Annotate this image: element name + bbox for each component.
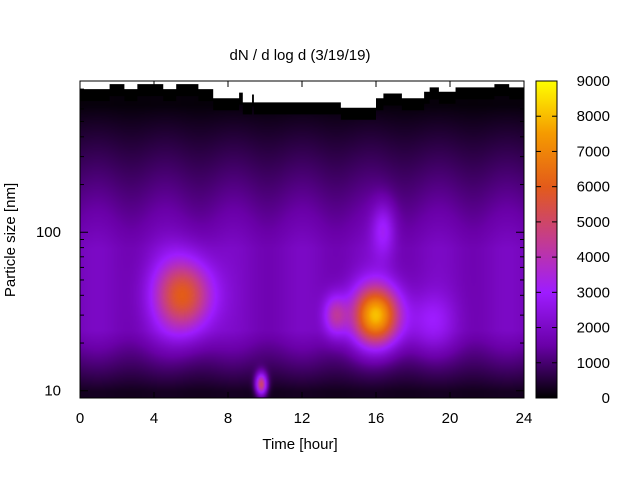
x-tick-label: 4 (150, 410, 158, 427)
y-tick-label: 100 (36, 224, 61, 241)
colorbar-tick-label: 0 (602, 390, 610, 407)
heatmap-area (80, 81, 524, 398)
colorbar-tick-label: 7000 (577, 143, 610, 160)
colorbar-tick-label: 3000 (577, 284, 610, 301)
cutoff-blank-region (80, 81, 524, 108)
colorbar-fill (536, 81, 557, 398)
colorbar: 0 1000 2000 3000 4000 5000 6000 7000 8000 9000 (535, 73, 610, 407)
x-axis-label: Time [hour] (262, 436, 337, 453)
colorbar-tick-label: 4000 (577, 249, 610, 266)
x-tick-label: 0 (76, 410, 84, 427)
y-axis: 10 100 (36, 80, 524, 400)
x-axis: 0 4 8 12 16 20 24 (76, 81, 533, 427)
x-tick-label: 20 (442, 410, 459, 427)
chart-title: dN / d log d (3/19/19) (230, 47, 371, 64)
colorbar-frame (535, 80, 558, 399)
colorbar-ticks: 0 1000 2000 3000 4000 5000 6000 7000 8000 9000 (536, 73, 610, 407)
x-tick-label: 16 (368, 410, 385, 427)
x-tick-label: 24 (516, 410, 533, 427)
y-tick-label: 10 (44, 383, 61, 400)
upper-cutoff-region (80, 81, 524, 398)
x-tick-label: 12 (294, 410, 311, 427)
colorbar-tick-label: 6000 (577, 179, 610, 196)
colorbar-tick-label: 5000 (577, 214, 610, 231)
colorbar-tick-label: 8000 (577, 108, 610, 125)
colorbar-tick-label: 2000 (577, 320, 610, 337)
colorbar-tick-label: 9000 (577, 73, 610, 90)
x-tick-label: 8 (224, 410, 232, 427)
heatmap-image (80, 81, 524, 398)
colorbar-tick-label: 1000 (577, 355, 610, 372)
y-axis-label: Particle size [nm] (2, 183, 19, 297)
